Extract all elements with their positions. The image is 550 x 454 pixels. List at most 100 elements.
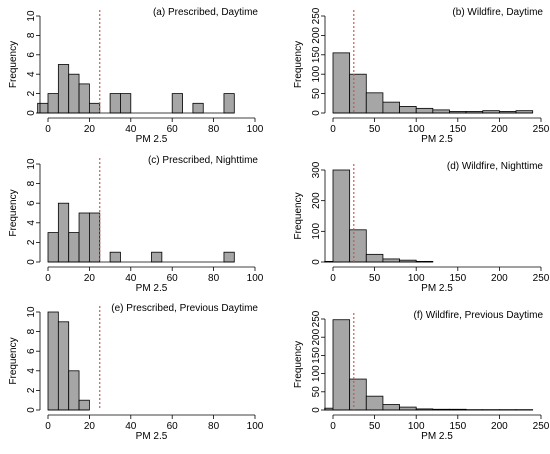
histogram-bar: [57, 64, 70, 114]
y-tick-label: 2: [26, 239, 37, 245]
y-tick-label: 200: [311, 27, 322, 44]
x-tick-label: 100: [247, 124, 264, 135]
x-tick-label: 200: [491, 124, 508, 135]
y-tick-label: 4: [26, 368, 37, 374]
y-tick-label: 6: [26, 200, 37, 206]
histogram-bar: [78, 83, 90, 114]
y-axis-title: Frequency: [8, 337, 19, 384]
y-tick-label: 10: [26, 158, 37, 170]
histogram-bar: [332, 52, 351, 114]
y-tick-label: 4: [26, 71, 37, 77]
x-tick-label: 50: [369, 421, 381, 432]
x-tick-label: 100: [408, 421, 425, 432]
y-tick-label: 150: [311, 46, 322, 63]
x-tick-label: 250: [533, 273, 550, 284]
histogram-bar: [382, 404, 400, 411]
y-tick-label: 0: [26, 407, 37, 413]
y-tick-label: 8: [26, 32, 37, 38]
x-tick-label: 40: [125, 124, 137, 135]
x-tick-label: 0: [45, 421, 51, 432]
histogram-bar: [68, 232, 80, 263]
y-axis-title: Frequency: [293, 341, 304, 388]
y-tick-label: 150: [311, 347, 322, 364]
panel-b: 0 50 100 150 200 250 PM 2.5 0 50 100 150 200 250 Freq…: [293, 7, 550, 145]
x-tick-label: 60: [167, 124, 179, 135]
x-tick-label: 60: [167, 273, 179, 284]
y-axis-title: Frequency: [8, 41, 19, 88]
x-tick-label: 200: [491, 273, 508, 284]
y-tick-label: 50: [311, 88, 322, 100]
panel-title: (b) Wildfire, Daytime: [452, 7, 543, 18]
histogram-bar: [109, 251, 121, 263]
y-tick-label: 100: [311, 223, 322, 240]
x-tick-label: 100: [247, 421, 264, 432]
x-axis-title: PM 2.5: [421, 283, 453, 294]
histogram-bar: [223, 251, 235, 263]
x-tick-label: 0: [330, 421, 336, 432]
x-tick-label: 0: [330, 273, 336, 284]
x-tick-label: 60: [167, 421, 179, 432]
histogram-bar: [57, 321, 70, 411]
x-tick-label: 0: [330, 124, 336, 135]
x-tick-label: 20: [84, 273, 96, 284]
x-axis-title: PM 2.5: [136, 283, 168, 294]
x-tick-label: 200: [491, 421, 508, 432]
x-tick-label: 250: [533, 124, 550, 135]
histogram-bar: [89, 212, 101, 263]
y-tick-label: 0: [311, 407, 322, 413]
y-axis-title: Frequency: [293, 41, 304, 88]
x-tick-label: 250: [533, 421, 550, 432]
x-tick-label: 80: [208, 124, 220, 135]
x-axis-title: PM 2.5: [421, 431, 453, 442]
histogram-bar: [349, 378, 367, 411]
x-tick-label: 150: [449, 124, 466, 135]
y-tick-label: 100: [311, 365, 322, 382]
histogram-bar: [120, 93, 132, 114]
histogram-bar: [151, 251, 163, 263]
y-tick-label: 50: [311, 386, 322, 398]
panel-title: (e) Prescribed, Previous Daytime: [111, 303, 258, 314]
y-tick-label: 2: [26, 387, 37, 393]
histogram-bar: [365, 92, 384, 114]
histogram-bar: [109, 93, 121, 114]
histogram-bar: [47, 311, 59, 411]
x-tick-label: 40: [125, 273, 137, 284]
y-tick-label: 200: [311, 328, 322, 345]
y-tick-label: 8: [26, 328, 37, 334]
y-tick-label: 100: [311, 65, 322, 82]
histogram-bar: [68, 370, 80, 411]
y-tick-label: 300: [311, 161, 322, 178]
histogram-bar: [37, 102, 49, 114]
y-tick-label: 6: [26, 52, 37, 58]
x-tick-label: 0: [45, 273, 51, 284]
histogram-bar: [78, 399, 90, 411]
histogram-bar: [432, 109, 450, 114]
x-tick-label: 50: [369, 273, 381, 284]
x-tick-label: 150: [449, 273, 466, 284]
histogram-bar: [223, 93, 235, 114]
y-tick-label: 0: [26, 110, 37, 116]
x-axis-title: PM 2.5: [421, 134, 453, 145]
x-tick-label: 20: [84, 124, 96, 135]
panel-title: (a) Prescribed, Daytime: [153, 7, 258, 18]
histogram-bar: [332, 169, 351, 263]
histogram-bar: [192, 102, 204, 114]
x-axis-title: PM 2.5: [136, 431, 168, 442]
y-tick-label: 0: [311, 110, 322, 116]
y-tick-label: 6: [26, 348, 37, 354]
histogram-bar: [57, 202, 70, 263]
panel-title: (d) Wildfire, Nighttime: [447, 161, 544, 172]
histogram-bar: [47, 93, 59, 114]
histogram-bar: [349, 73, 367, 114]
histogram-bar: [349, 229, 367, 263]
histogram-bar: [89, 102, 101, 114]
panel-a: 0 20 40 60 80 100 PM 2.5 0 2 4 6 8 10 Frequency (a) Pr…: [8, 7, 264, 145]
histogram-bar: [399, 106, 417, 114]
panel-d: 0 50 100 150 200 250 PM 2.5 0 100 200 300 Frequency…: [293, 161, 550, 294]
histogram-bar: [68, 73, 80, 114]
y-tick-label: 2: [26, 90, 37, 96]
x-axis-title: PM 2.5: [136, 134, 168, 145]
x-tick-label: 50: [369, 124, 381, 135]
x-tick-label: 40: [125, 421, 137, 432]
